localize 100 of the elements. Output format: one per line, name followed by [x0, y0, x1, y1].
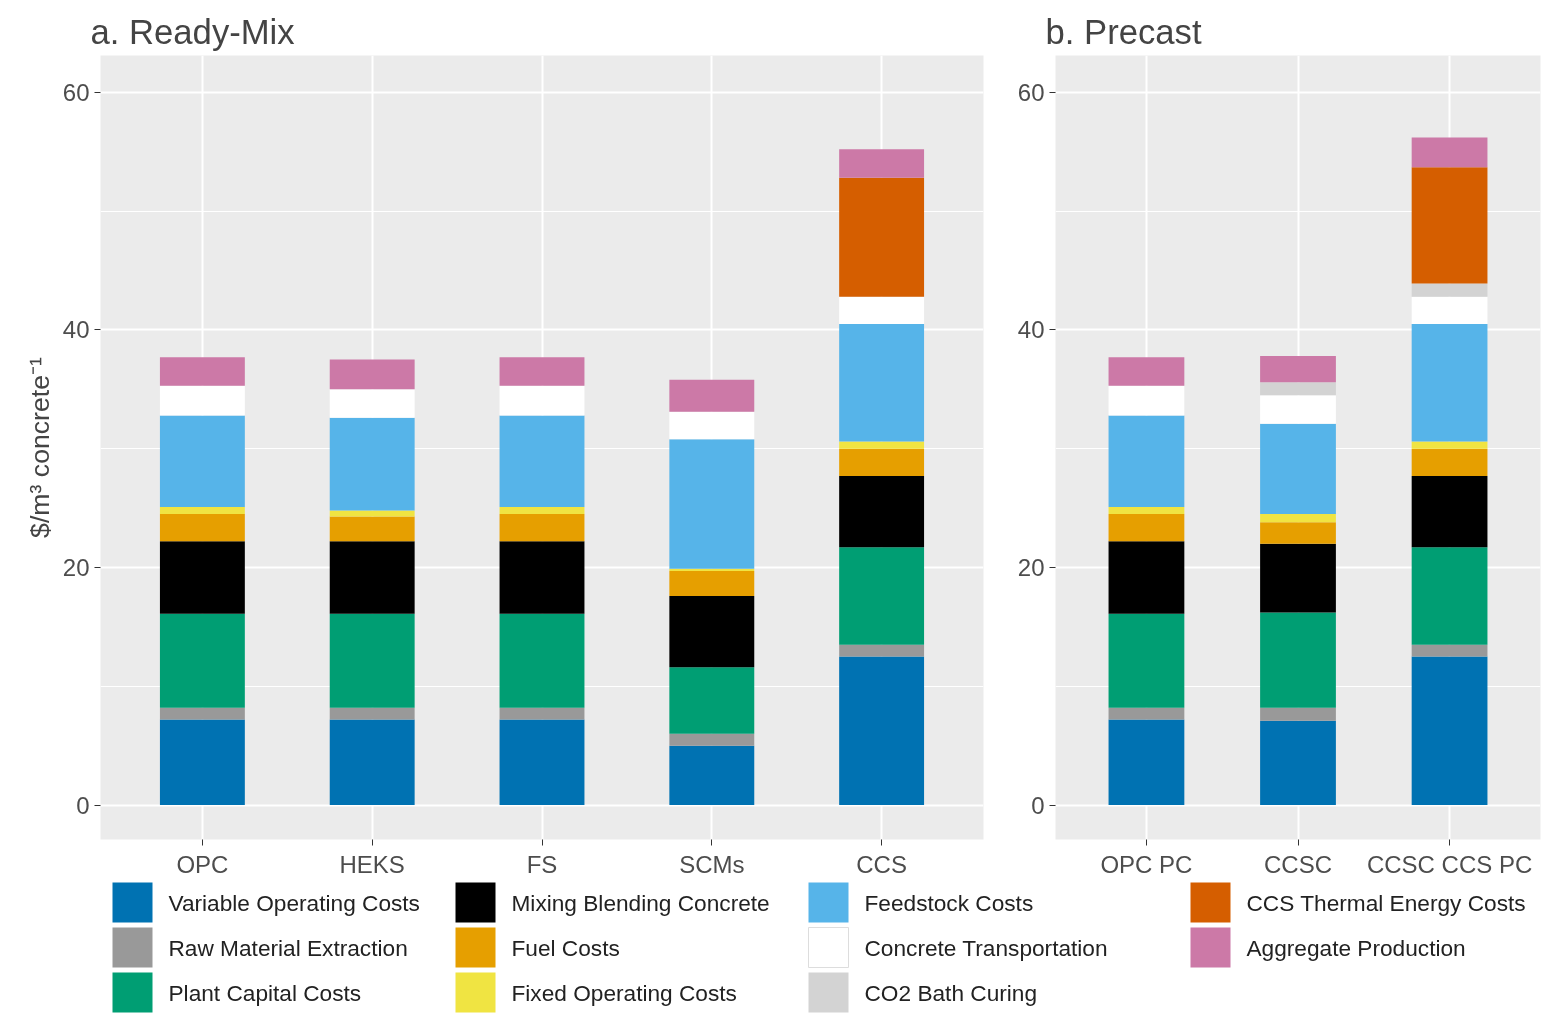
bar [1260, 543, 1336, 613]
bar [1260, 720, 1336, 806]
legend-label: Aggregate Production [1246, 934, 1466, 961]
bar [669, 745, 755, 806]
bar [839, 448, 925, 477]
bar [329, 359, 415, 390]
x-tick-label: CCSC [1264, 850, 1333, 878]
x-tick-label: CCS [856, 850, 907, 878]
bar [669, 439, 755, 569]
bar [669, 571, 755, 596]
bar [499, 415, 585, 507]
x-tick-label: FS [526, 850, 558, 878]
bar [329, 541, 415, 614]
bar [1411, 167, 1488, 284]
y-tick-label: 40 [1017, 316, 1045, 344]
bar [1260, 522, 1336, 544]
bar [1108, 415, 1185, 507]
bar [1411, 137, 1488, 168]
legend-label: Variable Operating Costs [168, 889, 420, 916]
y-axis-title: $/m³ concrete⁻¹ [24, 356, 55, 538]
bar [669, 379, 755, 412]
bar [1411, 656, 1488, 806]
bar [159, 541, 245, 614]
bar [499, 357, 585, 386]
bar [839, 149, 925, 178]
bar [1411, 323, 1488, 442]
bar [159, 506, 245, 515]
bar [1411, 476, 1488, 548]
x-tick-label: OPC [176, 850, 229, 878]
bar [1260, 707, 1336, 721]
bar [839, 296, 925, 324]
bar [839, 441, 925, 449]
bar [159, 719, 245, 806]
x-tick-label: SCMs [679, 850, 745, 878]
x-tick-label: OPC PC [1100, 850, 1193, 878]
bar [159, 385, 245, 416]
bar [1108, 541, 1185, 614]
legend-label: Fuel Costs [511, 934, 620, 961]
bar [499, 719, 585, 806]
bar [1108, 506, 1185, 515]
legend-label: CCS Thermal Energy Costs [1246, 889, 1526, 916]
bar [1411, 644, 1488, 657]
bar [1108, 357, 1185, 386]
bar [329, 613, 415, 708]
bar [329, 417, 415, 511]
bar [1260, 382, 1336, 396]
bar [329, 719, 415, 806]
bar [499, 514, 585, 542]
bar [499, 385, 585, 416]
bar [499, 541, 585, 614]
legend-label: Raw Material Extraction [168, 934, 408, 961]
bar [669, 667, 755, 734]
bar [329, 516, 415, 542]
bar [1411, 547, 1488, 645]
bar [159, 357, 245, 386]
legend-label: Feedstock Costs [864, 889, 1034, 916]
bar [159, 613, 245, 708]
bar [1108, 514, 1185, 542]
bar [1260, 612, 1336, 708]
chart-title: b. Precast [1045, 12, 1202, 51]
y-tick-label: 20 [62, 553, 90, 581]
bar [839, 644, 925, 657]
legend-label: Fixed Operating Costs [511, 979, 737, 1006]
x-tick-label: HEKS [339, 850, 405, 878]
bar [839, 476, 925, 548]
bar [839, 323, 925, 442]
bar [669, 595, 755, 668]
legend-label: Plant Capital Costs [168, 979, 362, 1006]
bar [329, 510, 415, 517]
bar [1260, 514, 1336, 523]
chart-title: a. Ready-Mix [90, 12, 295, 51]
bar [1260, 423, 1336, 515]
bar [1108, 613, 1185, 708]
legend-label: CO2 Bath Curing [864, 979, 1038, 1006]
bar [1108, 385, 1185, 416]
bar [1108, 707, 1185, 720]
bar [839, 547, 925, 645]
y-tick-label: 60 [1017, 78, 1045, 106]
legend-label: Concrete Transportation [864, 934, 1108, 961]
y-tick-label: 0 [1031, 791, 1045, 819]
x-tick-label: CCSC CCS PC [1366, 850, 1533, 878]
bar [839, 177, 925, 297]
bar [839, 656, 925, 806]
legend-label: Mixing Blending Concrete [511, 889, 770, 916]
bar [1108, 719, 1185, 806]
bar [1411, 441, 1488, 449]
bar [669, 733, 755, 746]
bar [499, 707, 585, 720]
bar [329, 389, 415, 418]
y-tick-label: 40 [62, 316, 90, 344]
bar [499, 506, 585, 515]
bar [1411, 296, 1488, 324]
bar [159, 415, 245, 507]
bar [1260, 395, 1336, 424]
bar [499, 613, 585, 708]
bar [1260, 356, 1336, 383]
bar [1411, 283, 1488, 297]
y-tick-label: 20 [1017, 553, 1045, 581]
y-tick-label: 60 [62, 78, 90, 106]
bar [669, 411, 755, 440]
